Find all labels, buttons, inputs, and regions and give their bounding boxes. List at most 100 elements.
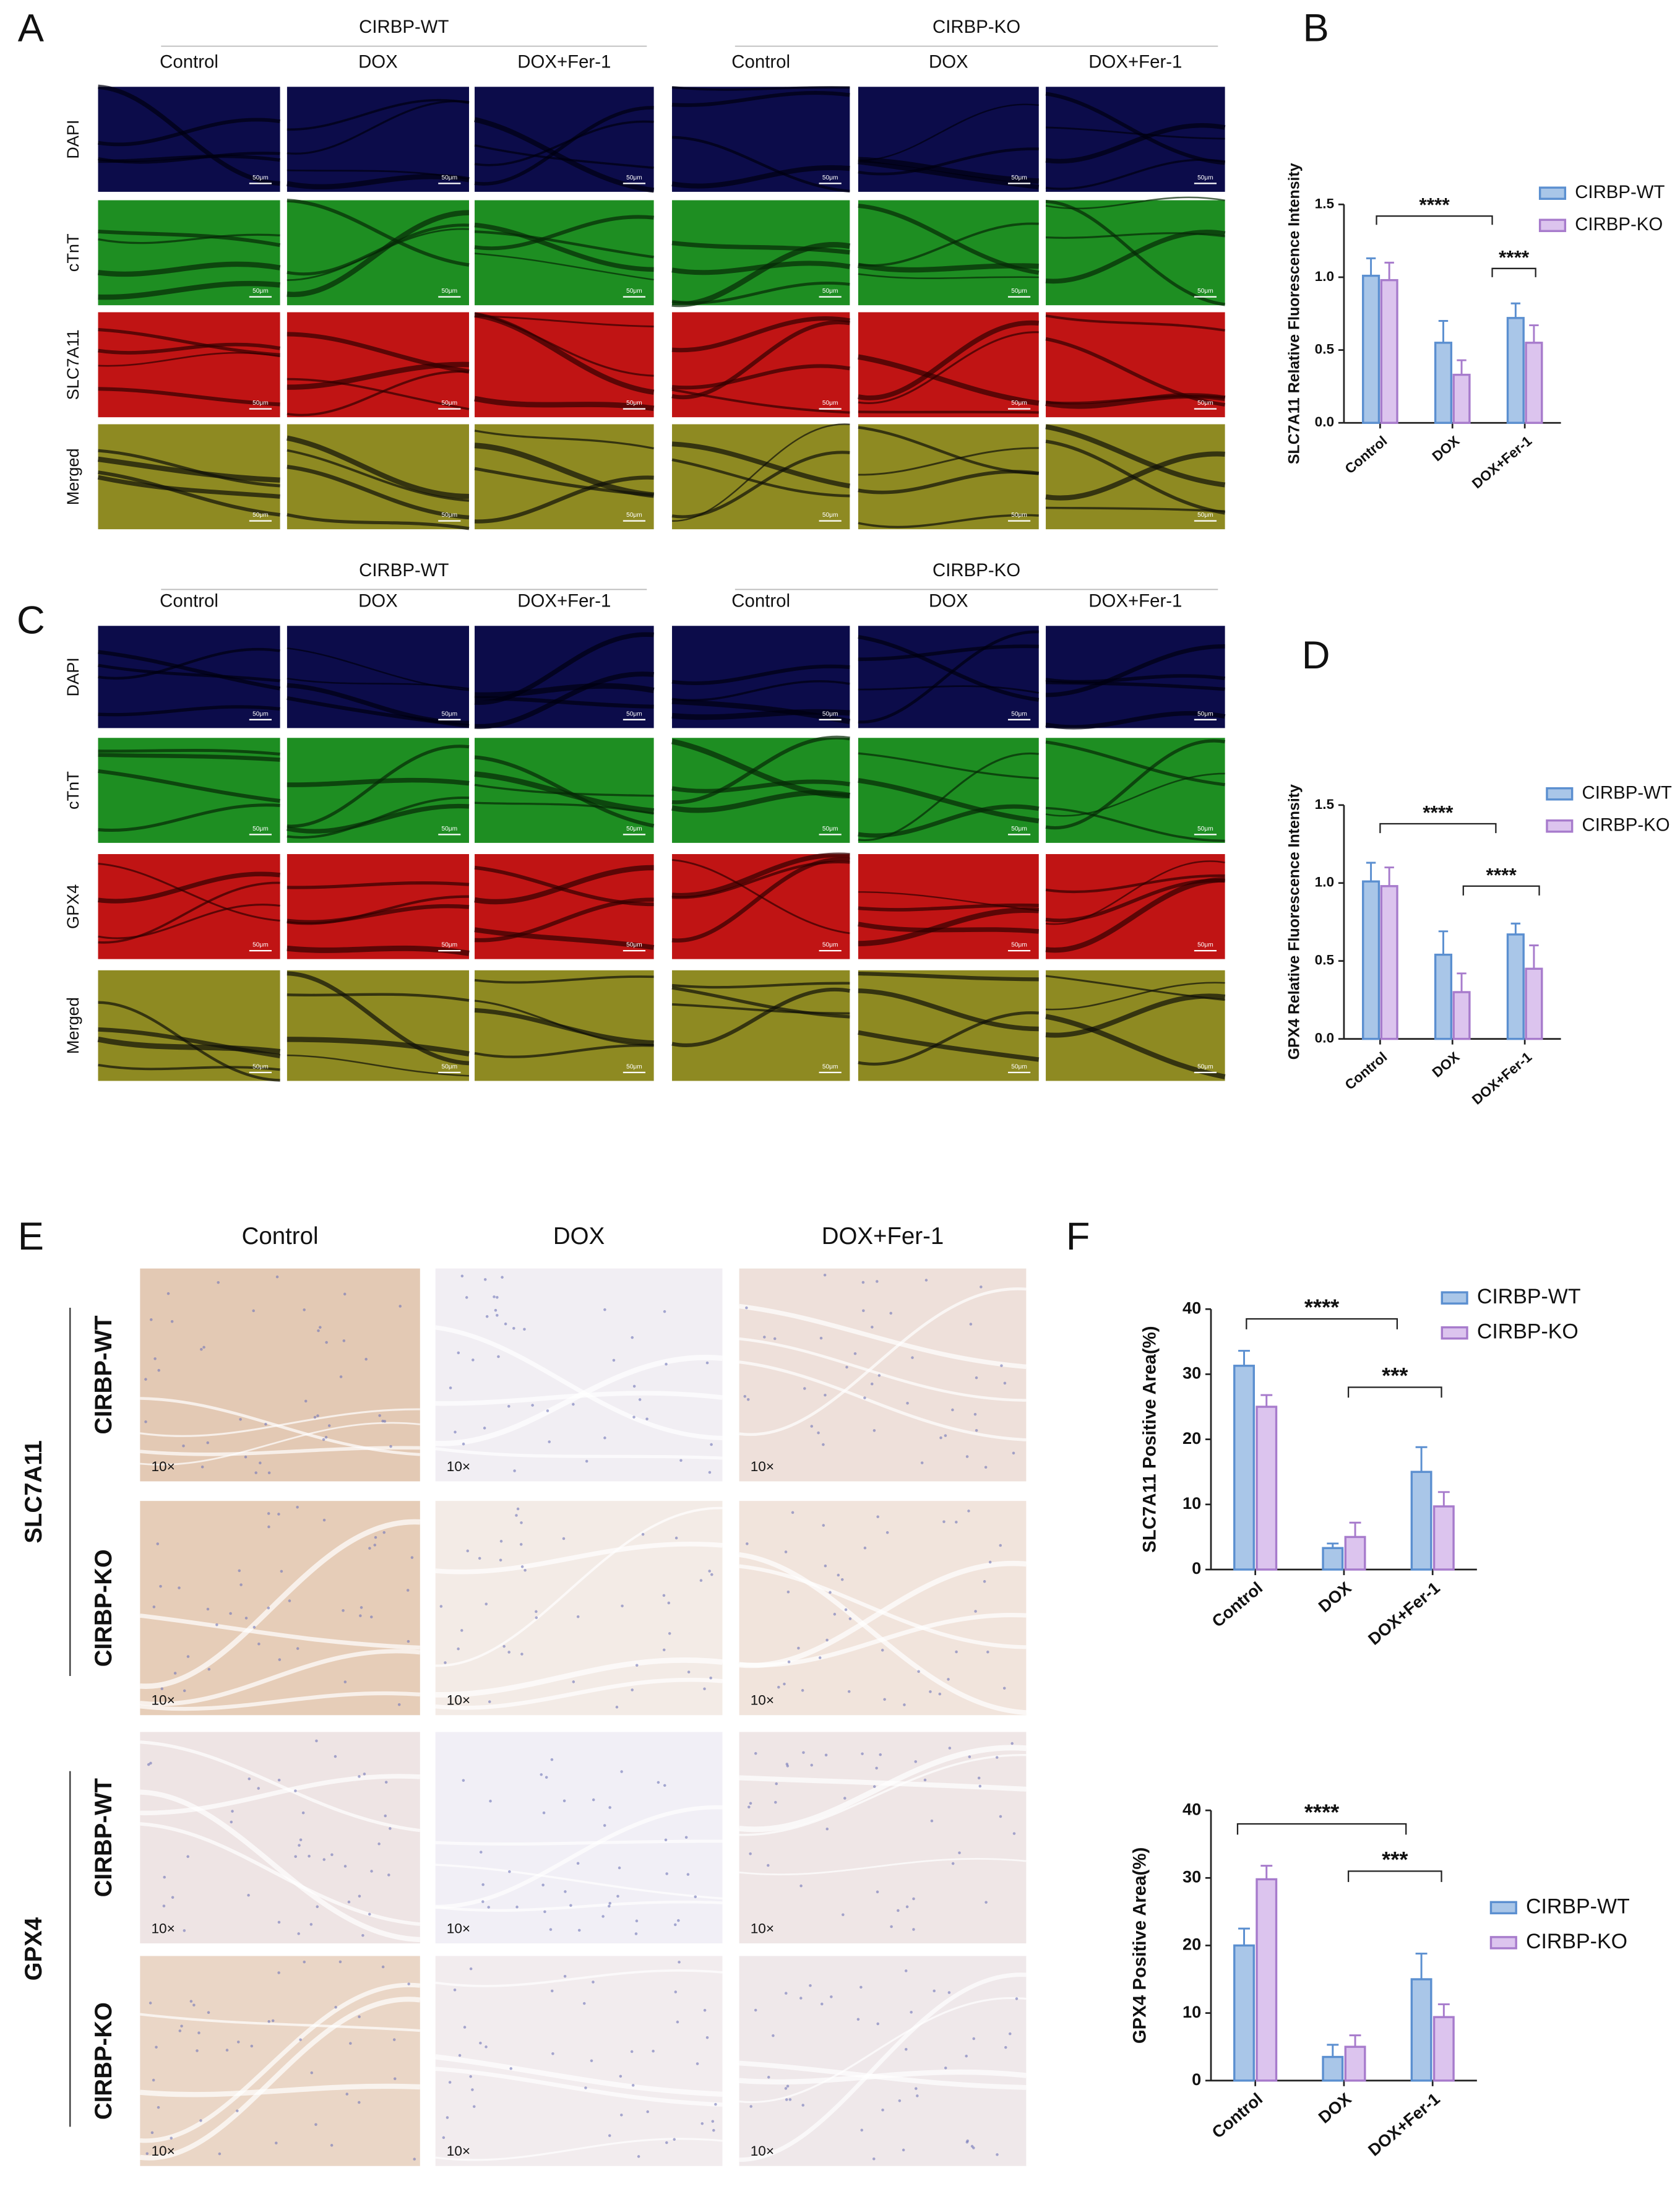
nucleus bbox=[454, 1430, 457, 1434]
tissue-gap bbox=[286, 1037, 470, 1056]
tissue-gap bbox=[474, 117, 655, 193]
tissue-gap bbox=[97, 456, 280, 483]
tissue-gap bbox=[140, 1408, 420, 1437]
nucleus bbox=[784, 1992, 788, 1995]
nucleus bbox=[712, 2128, 715, 2132]
nucleus bbox=[277, 1513, 280, 1516]
nucleus bbox=[360, 1606, 363, 1609]
nucleus bbox=[572, 1402, 575, 1406]
nucleus bbox=[277, 1920, 281, 1924]
tissue-gap bbox=[98, 154, 280, 163]
micrograph bbox=[475, 424, 654, 530]
nucleus bbox=[469, 1967, 473, 1971]
nucleus bbox=[592, 1980, 595, 1984]
column-label: DOX+Fer-1 bbox=[517, 591, 611, 611]
nucleus bbox=[592, 1798, 595, 1802]
nucleus bbox=[180, 2024, 183, 2028]
nucleus bbox=[358, 1894, 361, 1898]
nucleus bbox=[822, 1524, 825, 1527]
nucleus bbox=[630, 2050, 634, 2054]
y-tick-label: 1.0 bbox=[1315, 875, 1334, 890]
legend-label: CIRBP-WT bbox=[1526, 1894, 1630, 1918]
ihc-micrograph bbox=[140, 1268, 420, 1482]
nucleus bbox=[784, 2087, 788, 2090]
nucleus bbox=[363, 1773, 366, 1776]
significance-label: **** bbox=[1304, 1295, 1340, 1320]
tissue-gap bbox=[1045, 92, 1225, 165]
nucleus bbox=[951, 1408, 954, 1412]
nucleus bbox=[465, 1296, 468, 1299]
nucleus bbox=[358, 1775, 361, 1778]
tissue-gap bbox=[1045, 1014, 1226, 1079]
column-label: Control bbox=[242, 1223, 319, 1250]
significance-label: **** bbox=[1423, 801, 1454, 824]
significance-label: **** bbox=[1304, 1800, 1340, 1825]
y-tick-label: 1.0 bbox=[1315, 269, 1334, 284]
nucleus bbox=[317, 1329, 320, 1332]
scale-bar-label: 50μm bbox=[441, 400, 457, 407]
nucleus bbox=[259, 1461, 262, 1465]
error-bar bbox=[1415, 1446, 1428, 1472]
nucleus bbox=[457, 1647, 460, 1651]
error-bar bbox=[1384, 261, 1394, 280]
tissue-gap bbox=[286, 100, 470, 155]
nucleus bbox=[551, 1989, 554, 1993]
significance-label: *** bbox=[1382, 1363, 1408, 1388]
nucleus bbox=[955, 1650, 958, 1654]
tissue-gap bbox=[98, 871, 280, 904]
scale-bar-label: 50μm bbox=[626, 175, 642, 181]
nucleus bbox=[496, 1296, 499, 1299]
nucleus bbox=[275, 1275, 279, 1279]
tissue-gap bbox=[858, 147, 1039, 176]
nucleus bbox=[577, 1928, 581, 1932]
tissue-gap bbox=[671, 857, 850, 943]
scale-bar-label: 50μm bbox=[1011, 288, 1027, 295]
nucleus bbox=[523, 1328, 526, 1331]
nucleus bbox=[543, 1910, 546, 1914]
nucleus bbox=[585, 1459, 588, 1463]
y-tick-label: 20 bbox=[1182, 1935, 1201, 1954]
tissue-gap bbox=[858, 514, 1039, 529]
nucleus bbox=[368, 1547, 371, 1550]
tissue-gap bbox=[671, 241, 850, 255]
magnification: 10× bbox=[151, 1920, 174, 1936]
nucleus bbox=[638, 1398, 642, 1401]
nucleus bbox=[410, 1556, 414, 1559]
tissue-gap bbox=[474, 430, 654, 450]
nucleus bbox=[502, 1644, 506, 1648]
tissue-gap bbox=[671, 680, 850, 702]
nucleus bbox=[980, 1285, 983, 1289]
tissue-gap bbox=[474, 865, 654, 905]
tissue-gap bbox=[98, 328, 280, 356]
nucleus bbox=[178, 1586, 181, 1589]
nucleus bbox=[646, 2110, 649, 2114]
nucleus bbox=[343, 1680, 347, 1683]
tissue-gap bbox=[858, 922, 1040, 934]
nucleus bbox=[358, 2015, 361, 2018]
tissue-gap bbox=[140, 2013, 420, 2032]
tissue-gap bbox=[286, 223, 470, 276]
nucleus bbox=[466, 1549, 470, 1553]
bar bbox=[1380, 885, 1398, 1040]
x-tick-label: DOX+Fer-1 bbox=[1364, 1578, 1444, 1649]
tissue-gap bbox=[474, 312, 654, 377]
nucleus bbox=[150, 2131, 154, 2135]
tissue-gap bbox=[671, 423, 850, 522]
tissue-gap bbox=[435, 1839, 723, 1846]
nucleus bbox=[520, 1521, 523, 1524]
nucleus bbox=[590, 2059, 593, 2062]
nucleus bbox=[829, 1591, 832, 1594]
micrograph bbox=[286, 626, 469, 728]
nucleus bbox=[620, 1770, 623, 1773]
nucleus bbox=[152, 1605, 156, 1609]
nucleus bbox=[942, 1520, 946, 1523]
nucleus bbox=[377, 1842, 381, 1846]
nucleus bbox=[999, 1815, 1002, 1818]
ihc-micrograph bbox=[140, 1732, 420, 1944]
nucleus bbox=[984, 1466, 988, 1469]
nucleus bbox=[1009, 2032, 1012, 2036]
tissue-gap bbox=[98, 663, 280, 683]
nucleus bbox=[665, 1872, 668, 1875]
tissue-gap bbox=[671, 165, 850, 189]
scale-bar-label: 50μm bbox=[1197, 512, 1213, 519]
